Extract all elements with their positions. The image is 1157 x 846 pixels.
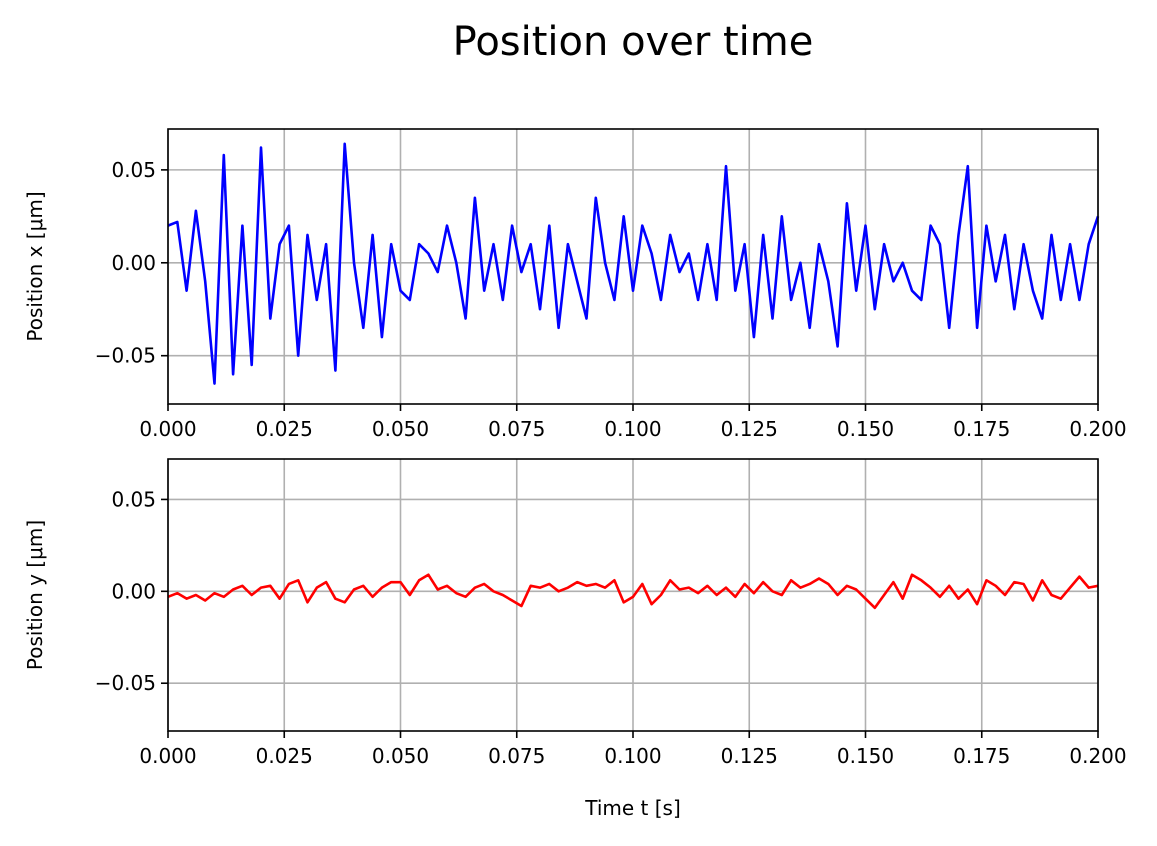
y-tick-label: 0.00 [111, 251, 156, 275]
y-tick-label: 0.05 [111, 487, 156, 511]
x-axis-label: Time t [s] [584, 796, 681, 820]
x-tick-label: 0.200 [1069, 744, 1126, 768]
x-tick-label: 0.125 [721, 744, 778, 768]
x-tick-label: 0.025 [256, 744, 313, 768]
x-tick-label: 0.025 [256, 417, 313, 441]
x-tick-label: 0.075 [488, 417, 545, 441]
x-tick-label: 0.050 [372, 744, 429, 768]
y-tick-label: −0.05 [95, 671, 156, 695]
x-tick-label: 0.075 [488, 744, 545, 768]
x-tick-label: 0.100 [604, 744, 661, 768]
x-tick-label: 0.200 [1069, 417, 1126, 441]
x-tick-label: 0.125 [721, 417, 778, 441]
axes-frame [167, 128, 1099, 405]
x-tick-label: 0.100 [604, 417, 661, 441]
x-tick-label: 0.150 [837, 744, 894, 768]
x-tick-label: 0.175 [953, 417, 1010, 441]
x-tick-label: 0.000 [139, 744, 196, 768]
x-tick-label: 0.000 [139, 417, 196, 441]
y-axis-label: Position x [μm] [23, 191, 47, 341]
x-tick-label: 0.050 [372, 417, 429, 441]
data-line [167, 573, 1099, 610]
y-axis-label: Position y [μm] [23, 520, 47, 670]
y-tick-label: 0.05 [111, 158, 156, 182]
y-tick-label: −0.05 [95, 344, 156, 368]
data-line [167, 142, 1100, 385]
y-tick-label: 0.00 [111, 579, 156, 603]
x-tick-label: 0.175 [953, 744, 1010, 768]
axes-frame [167, 458, 1099, 732]
figure-title: Position over time [453, 19, 814, 65]
x-tick-label: 0.150 [837, 417, 894, 441]
